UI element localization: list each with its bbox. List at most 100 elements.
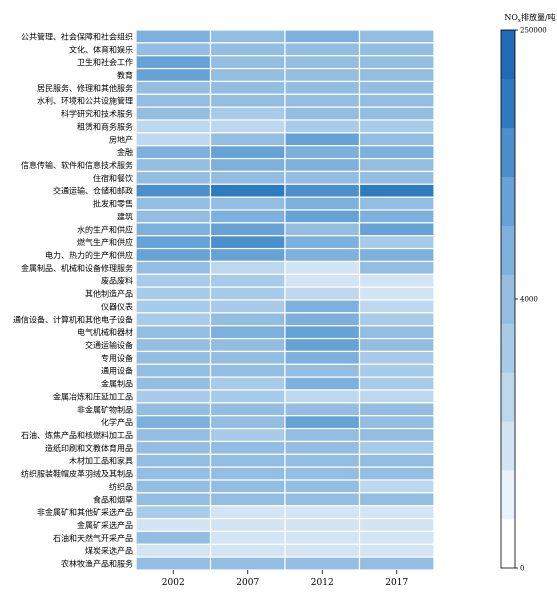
heatmap-cell bbox=[358, 260, 435, 275]
y-tick-label: 纺织服装鞋帽皮革羽绒及其制品 bbox=[21, 469, 133, 479]
y-tick-label: 卫生和社会工作 bbox=[77, 57, 133, 67]
heatmap-cell bbox=[135, 325, 212, 340]
heatmap-cell bbox=[284, 132, 361, 147]
heatmap-cell bbox=[284, 55, 361, 70]
heatmap-cell bbox=[358, 479, 435, 494]
heatmap-cell bbox=[358, 427, 435, 443]
heatmap-cell bbox=[209, 247, 286, 263]
heatmap-cell bbox=[209, 55, 286, 70]
heatmap-cell bbox=[135, 492, 212, 507]
heatmap-cell bbox=[209, 67, 286, 83]
y-tick-label: 水的生产和供应 bbox=[77, 224, 133, 234]
heatmap-cell bbox=[135, 29, 212, 44]
heatmap-cell bbox=[209, 492, 286, 507]
colorbar-tick-label: 4000 bbox=[520, 296, 538, 304]
y-tick-label: 废品废料 bbox=[101, 276, 133, 286]
heatmap-cell bbox=[135, 363, 212, 378]
heatmap-cell bbox=[284, 299, 361, 314]
y-tick-label: 燃气生产和供应 bbox=[77, 237, 133, 247]
heatmap-cell bbox=[284, 543, 361, 558]
y-tick-label: 金属制品、机械和设备修理服务 bbox=[21, 263, 133, 273]
heatmap-cell bbox=[358, 299, 435, 314]
heatmap-cell bbox=[135, 350, 212, 365]
y-tick-label: 批发和零售 bbox=[93, 199, 133, 209]
heatmap-cell bbox=[358, 55, 435, 70]
heatmap-cell bbox=[209, 183, 286, 198]
heatmap-cell bbox=[358, 517, 435, 533]
y-tick-label: 房地产 bbox=[109, 134, 133, 144]
y-tick-label: 公共管理、社会保障和社会组织 bbox=[21, 31, 133, 41]
heatmap-cell bbox=[358, 466, 435, 481]
heatmap-cell bbox=[358, 440, 435, 455]
heatmap-cell bbox=[358, 157, 435, 173]
heatmap-cell bbox=[358, 170, 435, 185]
heatmap-cell bbox=[135, 80, 212, 95]
y-tick-label: 专用设备 bbox=[101, 353, 133, 363]
heatmap-cell bbox=[284, 376, 361, 391]
y-tick-label: 非金属矿物制品 bbox=[77, 404, 133, 414]
heatmap-cell bbox=[135, 376, 212, 391]
heatmap-cell bbox=[209, 119, 286, 134]
heatmap-cell bbox=[284, 479, 361, 494]
heatmap-cell bbox=[284, 517, 361, 533]
heatmap-cell bbox=[209, 466, 286, 481]
heatmap-cell bbox=[135, 235, 212, 250]
heatmap-cell bbox=[135, 273, 212, 288]
heatmap-cell bbox=[284, 466, 361, 481]
heatmap-cell bbox=[284, 93, 361, 108]
heatmap-cell bbox=[135, 170, 212, 185]
heatmap-cell bbox=[135, 389, 212, 404]
y-tick-label: 文化、体育和娱乐 bbox=[69, 44, 133, 54]
y-tick-label: 交通运输、仓储和邮政 bbox=[53, 186, 133, 196]
heatmap-cell bbox=[135, 260, 212, 275]
x-tick-label: 2012 bbox=[311, 578, 334, 588]
heatmap-cell bbox=[284, 492, 361, 507]
heatmap-cell bbox=[358, 42, 435, 57]
heatmap-cell bbox=[209, 235, 286, 250]
y-tick-label: 金属制品 bbox=[101, 379, 133, 389]
heatmap-cell bbox=[284, 67, 361, 83]
heatmap-cell bbox=[284, 505, 361, 520]
heatmap-cell bbox=[284, 235, 361, 250]
heatmap-cell bbox=[358, 337, 435, 353]
heatmap-cell bbox=[284, 530, 361, 545]
heatmap-cell bbox=[358, 492, 435, 507]
heatmap-cell bbox=[135, 556, 212, 571]
heatmap-cell bbox=[209, 556, 286, 571]
heatmap-cell bbox=[358, 132, 435, 147]
colorbar-title: NOx排放量/吨 bbox=[504, 12, 555, 24]
x-axis-labels: 2002 2007 2012 2017 bbox=[162, 570, 408, 588]
heatmap-cell bbox=[284, 402, 361, 417]
colorbar-tick-label: 0 bbox=[520, 565, 524, 573]
heatmap-cell bbox=[284, 312, 361, 327]
y-tick-label: 信息传输、软件和信息技术服务 bbox=[21, 160, 133, 170]
heatmap-cell bbox=[209, 222, 286, 237]
heatmap-cell bbox=[284, 325, 361, 340]
heatmap-cell bbox=[358, 363, 435, 378]
y-tick-label: 居民服务、修理和其他服务 bbox=[37, 83, 133, 93]
colorbar-band bbox=[501, 30, 515, 80]
heatmap-cell bbox=[358, 350, 435, 365]
heatmap-cell bbox=[135, 440, 212, 455]
y-tick-label: 石油和天然气开采产品 bbox=[53, 533, 133, 543]
y-tick-label: 租赁和商务服务 bbox=[77, 121, 133, 131]
colorbar-band bbox=[501, 176, 515, 226]
heatmap-cell bbox=[209, 145, 286, 160]
heatmap-cell bbox=[284, 363, 361, 378]
heatmap-cell bbox=[135, 67, 212, 83]
heatmap-cell bbox=[209, 350, 286, 365]
heatmap-cell bbox=[358, 119, 435, 134]
heatmap-cell bbox=[358, 29, 435, 44]
y-tick-label: 水利、环境和公共设施管理 bbox=[37, 96, 133, 106]
heatmap-cell bbox=[209, 170, 286, 185]
heatmap-cell bbox=[209, 376, 286, 391]
heatmap-cell bbox=[358, 325, 435, 340]
y-tick-label: 电气机械和器材 bbox=[77, 327, 133, 337]
y-tick-label: 石油、炼焦产品和核燃料加工品 bbox=[21, 430, 133, 440]
heatmap-cell bbox=[135, 196, 212, 211]
heatmap-cell bbox=[135, 402, 212, 417]
heatmap-cell bbox=[358, 376, 435, 391]
y-tick-label: 木材加工品和家具 bbox=[69, 456, 133, 466]
heatmap-cell bbox=[284, 389, 361, 404]
y-tick-label: 金属冶炼和压延加工品 bbox=[53, 391, 133, 401]
